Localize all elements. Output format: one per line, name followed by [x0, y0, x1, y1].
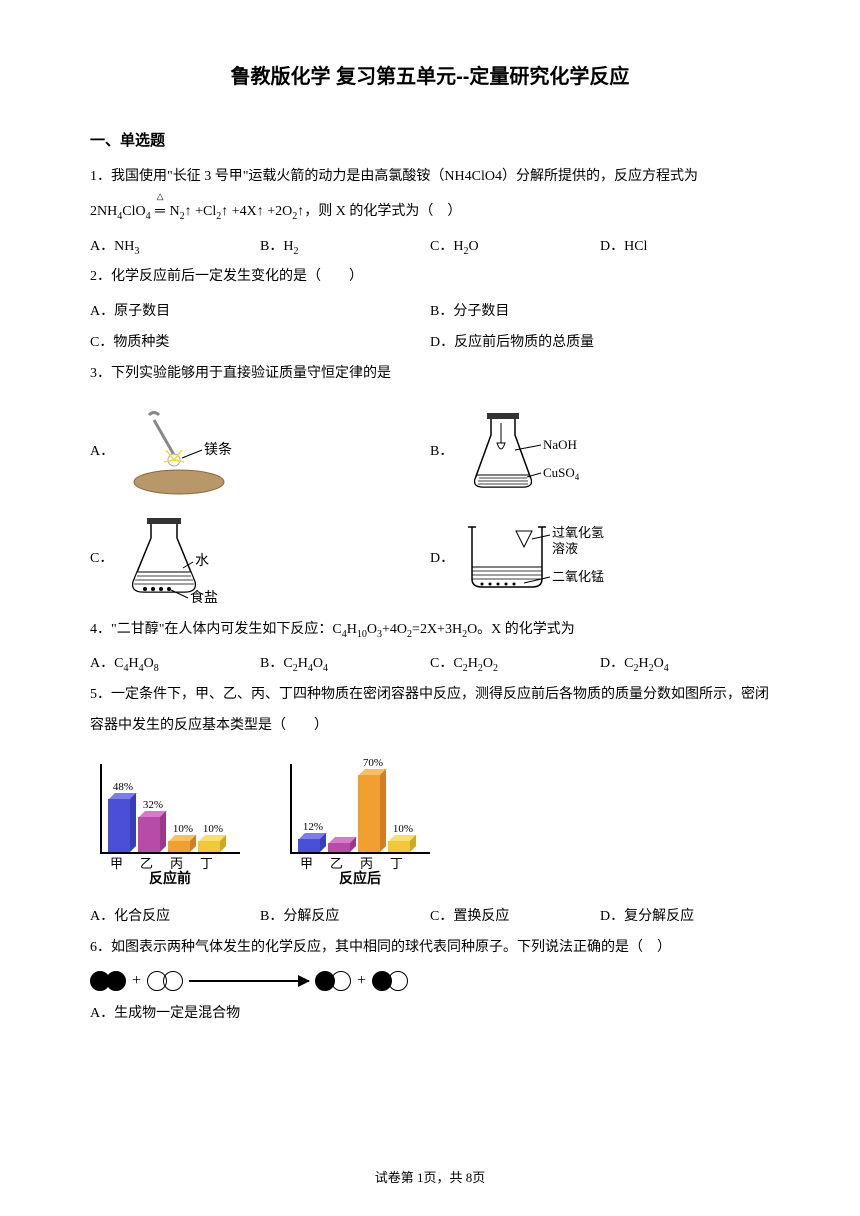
- q1-equation: 2NH4ClO4 ═ N2↑ +Cl2↑ +4X↑ +2O2↑，则 X 的化学式…: [90, 197, 770, 228]
- q1-opt-c: C．H2O: [430, 232, 600, 263]
- q1-opt-b: B．H2: [260, 232, 430, 263]
- q3-row-ab: A． 镁条 B．: [90, 400, 770, 500]
- q4-opt-b: B．C2H4O4: [260, 649, 430, 680]
- section-heading: 一、单选题: [90, 129, 770, 150]
- q3-opt-a: A． 镁条: [90, 400, 430, 500]
- q3-opt-b: B． NaOH CuSO4: [430, 405, 770, 495]
- q4-stem: 4．"二甘醇"在人体内可发生如下反应：C4H10O3+4O2=2X+3H2O。X…: [90, 615, 770, 646]
- q3-a-letter: A．: [90, 440, 114, 460]
- q3-opt-c: C． 水 食盐: [90, 510, 430, 605]
- q5-options: A．化合反应 B．分解反应 C．置换反应 D．复分解反应: [90, 902, 770, 933]
- q2-opt-c: C．物质种类: [90, 328, 430, 359]
- q3-stem: 3．下列实验能够用于直接验证质量守恒定律的是: [90, 359, 770, 390]
- q5-opt-b: B．分解反应: [260, 902, 430, 933]
- q1-stem-a: 1．我国使用"长征 3 号甲"运载火箭的动力是由高氯酸铵（NH4ClO4）分解所…: [90, 162, 770, 193]
- q2-opt-d: D．反应前后物质的总质量: [430, 328, 770, 359]
- q3-row-cd: C． 水 食盐 D．: [90, 510, 770, 605]
- experiment-mg-icon: 镁条: [124, 400, 244, 500]
- q1-opt-a: A．NH3: [90, 232, 260, 263]
- q6-diagram: + +: [90, 971, 770, 991]
- q1-options: A．NH3 B．H2 C．H2O D．HCl: [90, 232, 770, 263]
- svg-text:溶液: 溶液: [552, 541, 578, 556]
- svg-text:NaOH: NaOH: [543, 437, 577, 452]
- q3-c-letter: C．: [90, 547, 113, 567]
- q2-stem: 2．化学反应前后一定发生变化的是（ ）: [90, 262, 770, 293]
- q5-opt-d: D．复分解反应: [600, 902, 770, 933]
- svg-text:CuSO4: CuSO4: [543, 465, 580, 482]
- svg-text:二氧化锰: 二氧化锰: [552, 569, 604, 584]
- arrow-icon: [189, 980, 309, 982]
- q2-options-2: C．物质种类 D．反应前后物质的总质量: [90, 328, 770, 359]
- q6-opt-a: A．生成物一定是混合物: [90, 999, 770, 1030]
- q5-opt-a: A．化合反应: [90, 902, 260, 933]
- experiment-flask-icon: NaOH CuSO4: [463, 405, 603, 495]
- chart-before: 48% 甲 32% 乙 10% 丙 10% 丁反应前: [90, 752, 250, 882]
- q3-d-letter: D．: [430, 547, 454, 567]
- q4-opt-c: C．C2H2O2: [430, 649, 600, 680]
- q2-opt-b: B．分子数目: [430, 297, 770, 328]
- q6-stem: 6．如图表示两种气体发生的化学反应，其中相同的球代表同种原子。下列说法正确的是（…: [90, 933, 770, 964]
- q1-opt-d: D．HCl: [600, 232, 770, 263]
- plus-icon-2: +: [357, 972, 366, 990]
- q2-opt-a: A．原子数目: [90, 297, 430, 328]
- page-title: 鲁教版化学 复习第五单元--定量研究化学反应: [90, 60, 770, 89]
- q5-opt-c: C．置换反应: [430, 902, 600, 933]
- q3-opt-d: D． 过氧化氢 溶液 二氧化锰: [430, 517, 770, 597]
- experiment-beaker-icon: 过氧化氢 溶液 二氧化锰: [464, 517, 624, 597]
- svg-text:水: 水: [195, 553, 209, 569]
- plus-icon: +: [132, 972, 141, 990]
- page-footer: 试卷第 1页，共 8页: [0, 1167, 860, 1186]
- svg-text:过氧化氢: 过氧化氢: [552, 525, 604, 540]
- q4-opt-a: A．C4H4O8: [90, 649, 260, 680]
- q5-stem: 5．一定条件下，甲、乙、丙、丁四种物质在密闭容器中反应，测得反应前后各物质的质量…: [90, 680, 770, 742]
- experiment-salt-icon: 水 食盐: [123, 510, 233, 605]
- q5-charts: 48% 甲 32% 乙 10% 丙 10% 丁反应前: [90, 752, 770, 882]
- q3-b-letter: B．: [430, 440, 453, 460]
- q4-options: A．C4H4O8 B．C2H4O4 C．C2H2O2 D．C2H2O4: [90, 649, 770, 680]
- q4-opt-d: D．C2H2O4: [600, 649, 770, 680]
- svg-text:食盐: 食盐: [190, 589, 218, 605]
- mg-label: 镁条: [204, 441, 232, 458]
- q2-options-1: A．原子数目 B．分子数目: [90, 297, 770, 328]
- chart-after: 12% 甲 乙 70% 丙 10% 丁反应后: [280, 752, 440, 882]
